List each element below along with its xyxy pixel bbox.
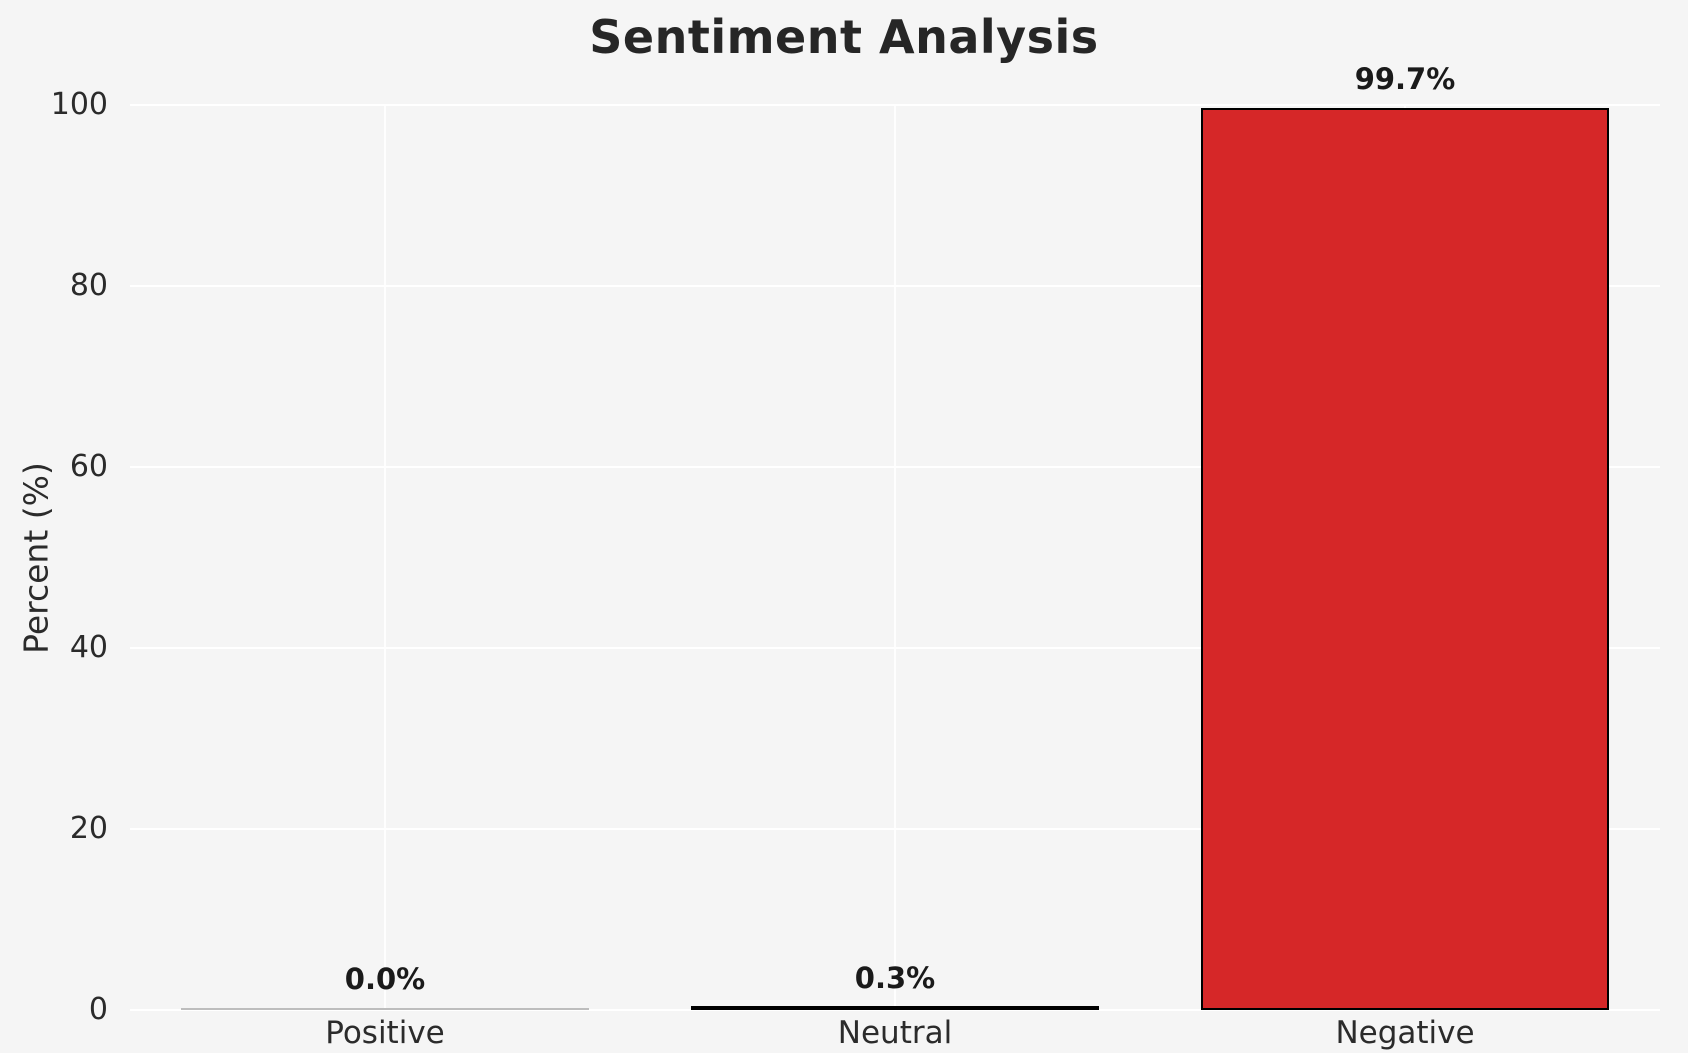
bar-neutral bbox=[691, 1006, 1099, 1010]
bar-positive bbox=[181, 1008, 589, 1010]
chart-title: Sentiment Analysis bbox=[589, 10, 1099, 64]
x-tick-label: Neutral bbox=[837, 1015, 953, 1051]
bar-value-label: 0.3% bbox=[854, 961, 936, 996]
x-tick-label: Positive bbox=[325, 1015, 445, 1051]
bar-negative bbox=[1201, 107, 1609, 1010]
bar-slot: 99.7% bbox=[1150, 64, 1660, 1010]
vertical-gridline bbox=[384, 105, 386, 1010]
plot-area: 0.0% 0.3% 99.7% bbox=[130, 64, 1660, 1011]
bar-value-label: 0.0% bbox=[344, 962, 426, 996]
bars: 0.0% 0.3% 99.7% bbox=[130, 64, 1660, 1010]
bar-slot: 0.0% bbox=[130, 105, 640, 1010]
x-tick-label: Negative bbox=[1335, 1015, 1475, 1051]
x-axis-ticks: Positive Neutral Negative bbox=[130, 1018, 1660, 1049]
bar-slot: 0.3% bbox=[640, 105, 1150, 1010]
y-tick-label: 100 bbox=[50, 87, 108, 122]
bar-value-label: 99.7% bbox=[1354, 61, 1456, 96]
y-tick-label: 20 bbox=[69, 811, 108, 846]
y-tick-label: 0 bbox=[88, 992, 108, 1027]
y-axis-ticks: 0 20 40 60 80 100 bbox=[0, 90, 108, 1025]
y-tick-label: 80 bbox=[69, 268, 108, 303]
y-tick-label: 40 bbox=[69, 630, 108, 665]
gridline bbox=[130, 1009, 1660, 1011]
vertical-gridline bbox=[894, 105, 896, 1010]
y-tick-label: 60 bbox=[69, 449, 108, 484]
